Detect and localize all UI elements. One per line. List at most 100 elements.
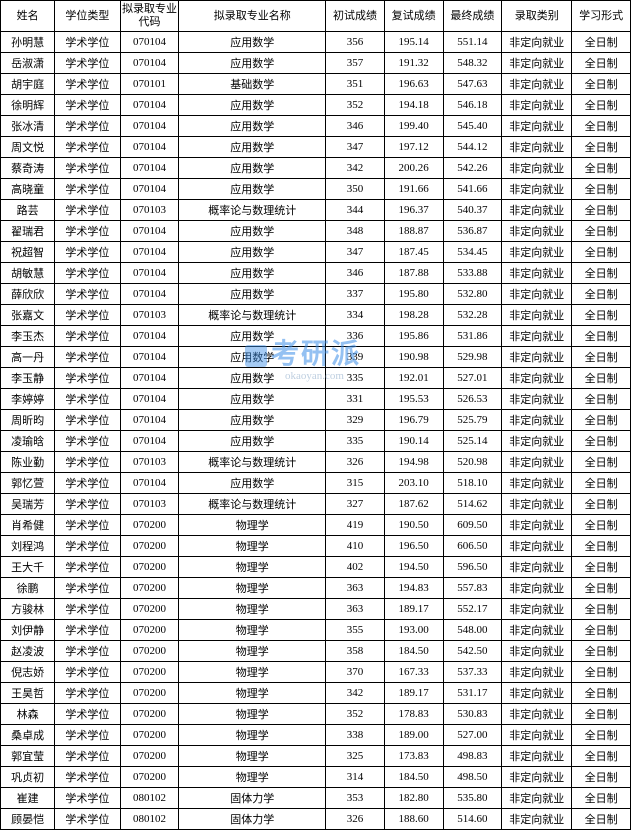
table-cell: 应用数学	[179, 116, 326, 137]
table-cell: 542.50	[443, 641, 502, 662]
table-cell: 606.50	[443, 536, 502, 557]
table-cell: 王大千	[1, 557, 55, 578]
table-cell: 531.17	[443, 683, 502, 704]
table-cell: 546.18	[443, 95, 502, 116]
table-row: 薛欣欣学术学位070104应用数学337195.80532.80非定向就业全日制	[1, 284, 631, 305]
table-row: 徐明辉学术学位070104应用数学352194.18546.18非定向就业全日制	[1, 95, 631, 116]
table-cell: 195.80	[384, 284, 443, 305]
table-cell: 学术学位	[55, 284, 120, 305]
table-cell: 070104	[120, 410, 179, 431]
table-cell: 物理学	[179, 662, 326, 683]
table-cell: 200.26	[384, 158, 443, 179]
table-cell: 346	[326, 263, 385, 284]
table-cell: 学术学位	[55, 746, 120, 767]
table-cell: 547.63	[443, 74, 502, 95]
table-row: 崔建学术学位080102固体力学353182.80535.80非定向就业全日制	[1, 788, 631, 809]
table-row: 倪志娇学术学位070200物理学370167.33537.33非定向就业全日制	[1, 662, 631, 683]
table-cell: 350	[326, 179, 385, 200]
table-cell: 非定向就业	[502, 473, 572, 494]
table-cell: 物理学	[179, 578, 326, 599]
table-cell: 全日制	[572, 263, 631, 284]
table-cell: 全日制	[572, 53, 631, 74]
table-cell: 应用数学	[179, 347, 326, 368]
table-cell: 学术学位	[55, 389, 120, 410]
table-row: 李婷婷学术学位070104应用数学331195.53526.53非定向就业全日制	[1, 389, 631, 410]
table-cell: 学术学位	[55, 200, 120, 221]
table-cell: 全日制	[572, 452, 631, 473]
table-cell: 学术学位	[55, 32, 120, 53]
table-cell: 189.00	[384, 725, 443, 746]
table-cell: 070200	[120, 515, 179, 536]
table-cell: 544.12	[443, 137, 502, 158]
table-cell: 非定向就业	[502, 767, 572, 788]
table-cell: 学术学位	[55, 620, 120, 641]
table-cell: 315	[326, 473, 385, 494]
table-row: 顾晏恺学术学位080102固体力学326188.60514.60非定向就业全日制	[1, 809, 631, 830]
table-cell: 应用数学	[179, 389, 326, 410]
table-cell: 学术学位	[55, 263, 120, 284]
table-cell: 070104	[120, 179, 179, 200]
table-cell: 527.01	[443, 368, 502, 389]
table-cell: 531.86	[443, 326, 502, 347]
table-cell: 196.63	[384, 74, 443, 95]
table-cell: 全日制	[572, 767, 631, 788]
table-cell: 非定向就业	[502, 662, 572, 683]
table-header-cell: 最终成绩	[443, 1, 502, 32]
table-row: 刘伊静学术学位070200物理学355193.00548.00非定向就业全日制	[1, 620, 631, 641]
table-cell: 全日制	[572, 788, 631, 809]
table-cell: 非定向就业	[502, 158, 572, 179]
table-cell: 192.01	[384, 368, 443, 389]
table-cell: 198.28	[384, 305, 443, 326]
table-cell: 学术学位	[55, 179, 120, 200]
table-cell: 187.45	[384, 242, 443, 263]
table-cell: 070104	[120, 32, 179, 53]
table-cell: 薛欣欣	[1, 284, 55, 305]
table-cell: 祝超智	[1, 242, 55, 263]
table-cell: 学术学位	[55, 116, 120, 137]
table-cell: 周昕昀	[1, 410, 55, 431]
table-cell: 190.14	[384, 431, 443, 452]
table-cell: 非定向就业	[502, 683, 572, 704]
table-cell: 329	[326, 410, 385, 431]
table-cell: 倪志娇	[1, 662, 55, 683]
table-cell: 525.14	[443, 431, 502, 452]
table-cell: 552.17	[443, 599, 502, 620]
table-row: 李玉杰学术学位070104应用数学336195.86531.86非定向就业全日制	[1, 326, 631, 347]
table-cell: 应用数学	[179, 137, 326, 158]
table-cell: 195.53	[384, 389, 443, 410]
table-cell: 非定向就业	[502, 788, 572, 809]
table-cell: 学术学位	[55, 410, 120, 431]
table-cell: 全日制	[572, 641, 631, 662]
table-cell: 335	[326, 368, 385, 389]
table-cell: 070104	[120, 389, 179, 410]
table-cell: 非定向就业	[502, 53, 572, 74]
table-cell: 非定向就业	[502, 347, 572, 368]
table-cell: 203.10	[384, 473, 443, 494]
table-cell: 非定向就业	[502, 263, 572, 284]
table-cell: 199.40	[384, 116, 443, 137]
table-cell: 326	[326, 809, 385, 830]
table-cell: 全日制	[572, 410, 631, 431]
table-cell: 070104	[120, 53, 179, 74]
table-cell: 551.14	[443, 32, 502, 53]
table-cell: 070200	[120, 557, 179, 578]
table-cell: 非定向就业	[502, 368, 572, 389]
table-cell: 070200	[120, 662, 179, 683]
table-cell: 070200	[120, 599, 179, 620]
table-cell: 非定向就业	[502, 32, 572, 53]
table-cell: 194.50	[384, 557, 443, 578]
table-cell: 肖希健	[1, 515, 55, 536]
table-cell: 353	[326, 788, 385, 809]
table-cell: 325	[326, 746, 385, 767]
table-cell: 张冰清	[1, 116, 55, 137]
table-row: 胡宇庭学术学位070101基础数学351196.63547.63非定向就业全日制	[1, 74, 631, 95]
table-cell: 070104	[120, 473, 179, 494]
table-cell: 应用数学	[179, 242, 326, 263]
table-cell: 非定向就业	[502, 536, 572, 557]
table-cell: 191.66	[384, 179, 443, 200]
table-cell: 347	[326, 242, 385, 263]
table-cell: 非定向就业	[502, 641, 572, 662]
table-cell: 凌瑜晗	[1, 431, 55, 452]
table-cell: 070104	[120, 137, 179, 158]
table-header-cell: 学位类型	[55, 1, 120, 32]
